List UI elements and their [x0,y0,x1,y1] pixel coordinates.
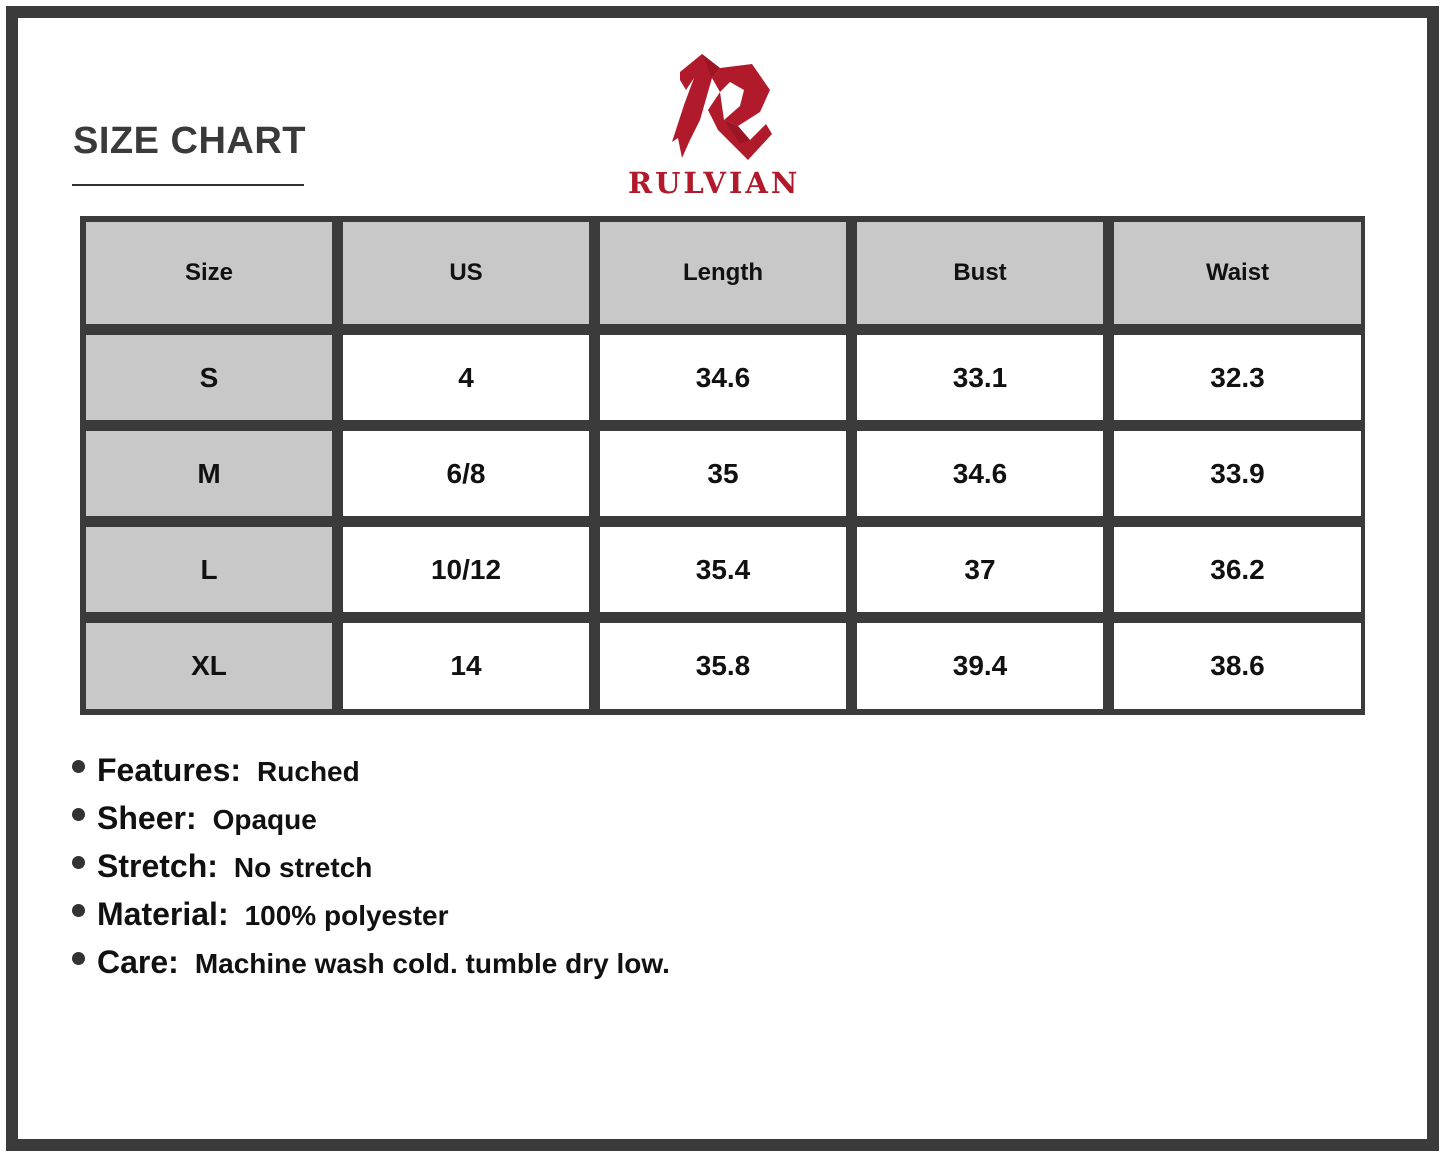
feature-list: Features: Ruched Sheer: Opaque Stretch: No … [72,752,670,992]
cell-us: 14 [343,623,589,709]
cell-length: 35.8 [600,623,846,709]
header-waist: Waist [1114,222,1361,324]
feature-item: Features: Ruched [72,752,670,800]
feature-label: Features: [97,752,242,788]
cell-bust: 34.6 [857,431,1103,516]
cell-waist: 32.3 [1114,335,1361,420]
cell-waist: 36.2 [1114,527,1361,612]
bullet-icon [72,904,85,917]
size-table: Size US Length Bust Waist S 4 34.6 33.1 … [80,216,1365,715]
cell-bust: 39.4 [857,623,1103,709]
feature-value: Machine wash cold. tumble dry low. [194,948,670,979]
feature-item: Material: 100% polyester [72,896,670,944]
feature-value: Opaque [212,804,317,835]
feature-item: Sheer: Opaque [72,800,670,848]
cell-size: L [86,527,332,612]
feature-value: No stretch [233,852,373,883]
feature-value: Ruched [257,756,360,787]
cell-size: S [86,335,332,420]
cell-bust: 33.1 [857,335,1103,420]
cell-length: 34.6 [600,335,846,420]
feature-item: Stretch: No stretch [72,848,670,896]
bullet-icon [72,952,85,965]
cell-waist: 33.9 [1114,431,1361,516]
page-title: SIZE CHART [73,120,306,162]
feature-value: 100% polyester [244,900,449,931]
brand-name: RULVIAN [628,166,801,200]
cell-us: 6/8 [343,431,589,516]
cell-length: 35.4 [600,527,846,612]
feature-label: Care: [97,944,179,980]
feature-label: Sheer: [97,800,197,836]
brand-logo-icon [672,54,772,160]
cell-waist: 38.6 [1114,623,1361,709]
bullet-icon [72,808,85,821]
feature-label: Material: [97,896,229,932]
feature-label: Stretch: [97,848,218,884]
cell-size: M [86,431,332,516]
cell-length: 35 [600,431,846,516]
feature-item: Care: Machine wash cold. tumble dry low. [72,944,670,992]
cell-us: 4 [343,335,589,420]
cell-us: 10/12 [343,527,589,612]
header-bust: Bust [857,222,1103,324]
cell-size: XL [86,623,332,709]
bullet-icon [72,760,85,773]
bullet-icon [72,856,85,869]
title-underline [72,184,304,186]
header-us: US [343,222,589,324]
header-length: Length [600,222,846,324]
header-size: Size [86,222,332,324]
cell-bust: 37 [857,527,1103,612]
